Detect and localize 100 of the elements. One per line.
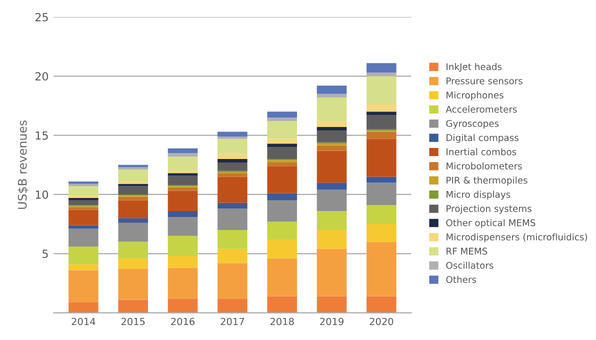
y-tick-label: 10	[36, 190, 48, 199]
x-tick-label: 2016	[171, 318, 195, 326]
bar	[267, 160, 298, 163]
y-tick-label: 20	[35, 72, 48, 81]
bar	[218, 173, 248, 177]
legend-label: Other optical MEMS	[446, 219, 536, 228]
bar	[366, 176, 396, 183]
bar	[267, 118, 298, 122]
legend-label: Oscillators	[446, 262, 494, 269]
bar	[366, 132, 396, 139]
legend-label: Inertial combos	[446, 148, 516, 156]
bar	[218, 230, 248, 249]
bar	[118, 300, 148, 313]
bar	[168, 256, 198, 268]
bar	[218, 263, 248, 299]
bar	[218, 176, 248, 203]
bar	[267, 162, 298, 166]
bar	[118, 242, 148, 258]
legend-label: InkJet heads	[446, 63, 502, 72]
legend-label: Gyroscopes	[446, 120, 499, 129]
bar	[316, 296, 347, 313]
bar	[168, 173, 198, 176]
x-tick-label: 2015	[121, 318, 145, 326]
bar	[316, 211, 347, 230]
bar	[267, 147, 298, 159]
bar	[218, 202, 248, 209]
bar	[118, 218, 148, 223]
bar	[218, 138, 248, 154]
bar	[118, 186, 148, 194]
bar	[316, 146, 347, 151]
bar	[218, 248, 248, 264]
bar	[267, 239, 298, 258]
x-tick-label: 2019	[320, 318, 344, 326]
x-tick-label: 2014	[72, 318, 96, 326]
bar	[366, 224, 396, 242]
bar	[118, 222, 148, 242]
bar	[316, 248, 347, 296]
legend-label: Micro displays	[446, 190, 510, 200]
legend-label: Microbolometers	[446, 162, 522, 170]
bar	[316, 94, 347, 98]
x-tick-label: 2020	[370, 318, 394, 326]
bar	[316, 150, 347, 183]
bar	[68, 207, 98, 210]
bar	[68, 302, 98, 313]
y-tick-label: 5	[42, 250, 48, 258]
bar	[366, 242, 396, 296]
bar	[68, 264, 98, 270]
bar	[118, 181, 148, 184]
bar	[267, 296, 298, 313]
bar	[218, 132, 248, 137]
bar	[366, 205, 396, 224]
x-tick-label: 2018	[270, 318, 294, 326]
bar	[316, 182, 347, 190]
bar	[366, 138, 396, 177]
bar	[316, 130, 347, 142]
bar	[68, 186, 98, 196]
bar	[68, 181, 98, 184]
legend-label: Microphones	[446, 91, 504, 100]
bar	[168, 211, 198, 217]
x-tick-label: 2017	[220, 318, 244, 326]
bar	[68, 200, 98, 206]
bar	[168, 216, 198, 236]
legend-label: Projection systems	[446, 204, 532, 214]
bar	[118, 258, 148, 270]
legend-label: RF MEMS	[446, 248, 488, 255]
bar	[316, 121, 347, 128]
bar	[68, 270, 98, 302]
bar	[168, 268, 198, 299]
bar	[168, 298, 198, 313]
bar	[267, 258, 298, 296]
y-tick-label: 15	[36, 131, 48, 140]
bar	[218, 162, 248, 171]
bar	[218, 298, 248, 313]
legend-label: Others	[446, 276, 476, 283]
bar	[366, 63, 396, 73]
bar	[218, 208, 248, 230]
bar	[118, 170, 148, 182]
bar	[366, 296, 396, 313]
bar	[366, 115, 396, 130]
bar	[218, 154, 248, 159]
bar	[118, 200, 148, 218]
legend-label: PIR & thermopiles	[446, 176, 528, 186]
bar	[168, 148, 198, 154]
bar	[267, 112, 298, 118]
legend-label: Pressure sensors	[446, 78, 522, 84]
y-axis-title: US$B revenues	[18, 120, 28, 209]
bar	[68, 228, 98, 247]
bar	[68, 210, 98, 226]
bar	[118, 196, 148, 200]
bar	[168, 236, 198, 256]
bar	[168, 156, 198, 171]
bar	[218, 158, 248, 163]
legend-label: Microdispensers (microfluidics)	[446, 233, 588, 242]
bar	[267, 121, 298, 139]
bar	[267, 193, 298, 200]
bar	[366, 112, 396, 116]
bar	[118, 269, 148, 300]
bar	[267, 222, 298, 240]
y-tick-label: 25	[35, 12, 48, 22]
bar	[168, 176, 198, 186]
